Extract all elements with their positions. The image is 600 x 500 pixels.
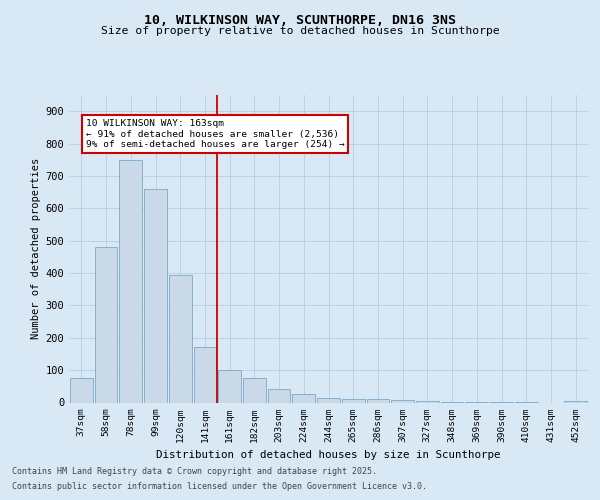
Bar: [367, 400, 389, 402]
Bar: [119, 160, 142, 402]
Bar: [564, 401, 587, 402]
Text: Size of property relative to detached houses in Scunthorpe: Size of property relative to detached ho…: [101, 26, 499, 36]
Bar: [243, 378, 266, 402]
X-axis label: Distribution of detached houses by size in Scunthorpe: Distribution of detached houses by size …: [156, 450, 501, 460]
Bar: [342, 399, 365, 402]
Bar: [317, 398, 340, 402]
Text: Contains public sector information licensed under the Open Government Licence v3: Contains public sector information licen…: [12, 482, 427, 491]
Bar: [391, 400, 414, 402]
Bar: [169, 274, 191, 402]
Bar: [268, 388, 290, 402]
Bar: [194, 348, 216, 403]
Bar: [218, 370, 241, 402]
Bar: [144, 189, 167, 402]
Text: 10 WILKINSON WAY: 163sqm
← 91% of detached houses are smaller (2,536)
9% of semi: 10 WILKINSON WAY: 163sqm ← 91% of detach…: [86, 120, 344, 149]
Bar: [95, 247, 118, 402]
Bar: [292, 394, 315, 402]
Text: Contains HM Land Registry data © Crown copyright and database right 2025.: Contains HM Land Registry data © Crown c…: [12, 467, 377, 476]
Text: 10, WILKINSON WAY, SCUNTHORPE, DN16 3NS: 10, WILKINSON WAY, SCUNTHORPE, DN16 3NS: [144, 14, 456, 27]
Bar: [70, 378, 93, 402]
Y-axis label: Number of detached properties: Number of detached properties: [31, 158, 41, 340]
Bar: [416, 401, 439, 402]
